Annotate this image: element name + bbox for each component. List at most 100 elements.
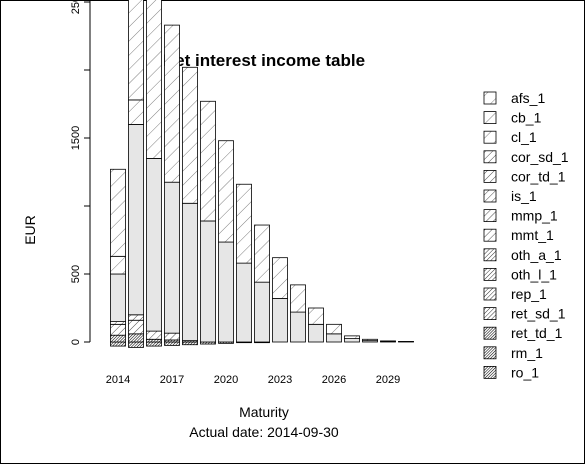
x-axis-label: Maturity [239,404,289,420]
segment-cb_1 [326,333,342,343]
legend-item-cor_td_1: cor_td_1 [483,168,566,184]
segment-top [236,183,252,264]
segment-cb_1 [272,298,288,343]
segment-mmp_1 [164,332,180,341]
segment-cb_1 [128,124,144,316]
segment-cb_1 [146,157,162,332]
segment-top [164,24,180,183]
legend-swatch [483,346,497,360]
segment-top [182,66,198,204]
legend-swatch [483,189,497,203]
x-tick-label: 2014 [106,374,130,386]
bar-2023 [272,257,288,343]
segment-is_1 [128,314,144,321]
segment-ro_1 [110,341,126,347]
segment-cb_1 [290,311,306,343]
legend-item-afs_1: afs_1 [483,90,545,106]
x-tick-label: 2017 [160,374,184,386]
bar-2030 [398,341,414,343]
legend-label: mmt_1 [511,227,554,243]
legend-label: cl_1 [511,129,537,145]
legend-label: ro_1 [511,364,539,380]
segment-top [308,307,324,325]
legend-label: cor_td_1 [511,168,566,184]
segment-mmp_1 [128,319,144,335]
legend-label: rep_1 [511,286,547,302]
x-tick-label: 2020 [214,374,238,386]
segment-cb_1 [254,281,270,343]
segment-cb_1 [344,338,360,343]
segment-top [290,284,306,313]
segment-cb_1 [164,181,180,334]
bar-2024 [290,284,306,343]
segment-top [254,224,270,283]
x-tick-label: 2029 [376,374,400,386]
segment-top [272,257,288,299]
y-axis: 0500150025003500 [70,0,91,345]
bar-2025 [308,307,324,343]
legend-item-rm_1: rm_1 [483,345,543,361]
legend-item-cl_1: cl_1 [483,129,537,145]
legend-label: oth_l_1 [511,266,557,282]
bar-2028 [362,338,378,343]
y-axis-label: EUR [22,215,38,245]
bar-2014 [110,168,126,347]
segment-top [326,323,342,335]
segment-cb_1 [236,262,252,343]
segment-mmp_1 [110,323,126,336]
segment-afs_1 [128,99,144,125]
legend: afs_1 cb_1 cl_1 cor_sd_1 cor_td_1 is_1 mmp_1mm… [483,90,569,380]
legend-label: oth_a_1 [511,247,562,263]
segment-top [344,335,360,340]
x-tick-label: 2023 [268,374,292,386]
legend-label: is_1 [511,188,537,204]
legend-swatch [483,130,497,144]
segment-cb_1 [308,323,324,343]
y-tick-label: 500 [70,265,82,283]
chart-title: Net interest income table [163,51,365,70]
legend-item-mmt_1: mmt_1 [483,227,554,243]
segment-cb_1 [218,241,234,343]
legend-swatch [483,150,497,164]
segment-ro_1 [146,341,162,347]
segment-cb_1 [200,220,216,343]
legend-swatch [483,228,497,242]
legend-label: cb_1 [511,110,542,126]
legend-label: rm_1 [511,345,543,361]
legend-label: mmp_1 [511,208,558,224]
segment-cb_1 [110,273,126,322]
legend-swatch [483,209,497,223]
segment-top [218,140,234,243]
legend-item-ret_td_1: ret_td_1 [483,325,563,341]
legend-swatch [483,169,497,183]
segment-top [200,100,216,222]
legend-item-mmp_1: mmp_1 [483,208,558,224]
y-tick-label: 0 [70,339,82,345]
legend-swatch [483,248,497,262]
legend-label: afs_1 [511,90,545,106]
segment-ro_1 [182,341,198,346]
legend-swatch [483,111,497,124]
segment-top [146,0,162,159]
segment-is_1 [110,321,126,325]
bar-2026 [326,323,342,343]
legend-item-cb_1: cb_1 [483,110,542,126]
segment-ro_1 [128,341,144,348]
bar-2018 [182,66,198,346]
legend-swatch [483,91,497,105]
legend-item-ret_sd_1: ret_sd_1 [483,306,566,322]
segment-mmp_1 [146,330,162,340]
segment-ret_td_1 [146,338,162,343]
x-tick-label: 2026 [322,374,346,386]
bars [110,0,414,348]
segment-ret_td_1 [110,334,126,343]
segment-top [362,338,378,342]
legend-swatch [483,326,497,340]
legend-item-oth_l_1: oth_l_1 [483,266,557,282]
segment-cb_1 [182,202,198,342]
bar-2027 [344,335,360,343]
bar-2019 [200,100,216,345]
segment-ret_td_1 [128,333,144,343]
legend-item-is_1: is_1 [483,188,537,204]
bar-2021 [236,183,252,344]
